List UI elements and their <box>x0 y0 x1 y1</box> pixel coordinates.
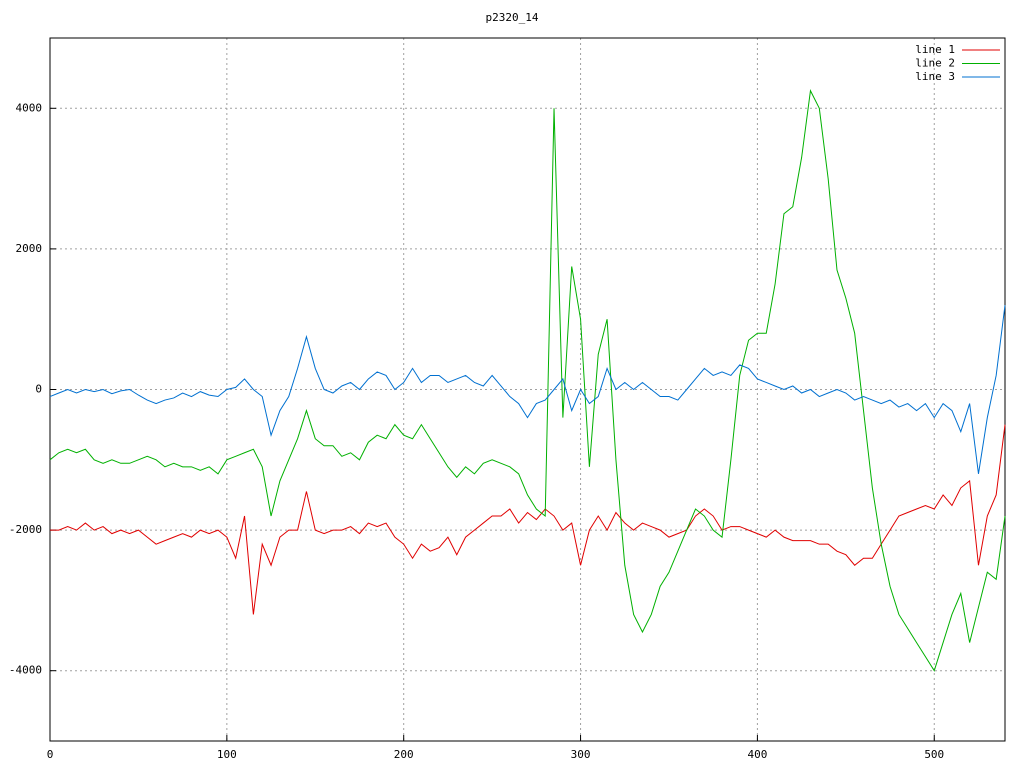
y-tick-label: 0 <box>35 383 42 396</box>
y-tick-label: 4000 <box>16 101 43 114</box>
chart-title: p2320_14 <box>486 11 539 24</box>
legend-label: line 1 <box>915 43 955 56</box>
y-tick-label: -2000 <box>9 523 42 536</box>
plot-frame <box>49 37 1006 742</box>
line-series <box>50 424 1006 615</box>
x-tick-label: 500 <box>924 748 944 761</box>
x-tick-label: 300 <box>571 748 591 761</box>
x-tick-label: 200 <box>394 748 414 761</box>
legend-label: line 2 <box>915 57 955 70</box>
x-tick-label: 0 <box>47 748 54 761</box>
x-tick-label: 100 <box>217 748 237 761</box>
y-tick-label: -4000 <box>9 664 42 677</box>
line-series <box>49 89 1006 672</box>
line-series <box>49 305 1006 474</box>
x-tick-label: 400 <box>747 748 767 761</box>
y-tick-label: 2000 <box>16 242 43 255</box>
legend-label: line 3 <box>915 70 955 83</box>
